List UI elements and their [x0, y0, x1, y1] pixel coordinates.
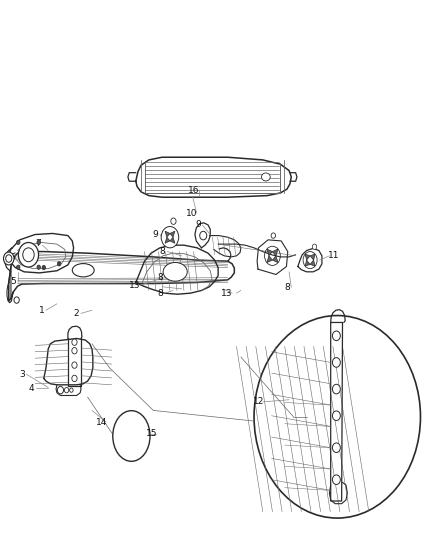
Circle shape — [18, 243, 39, 267]
Polygon shape — [267, 249, 272, 256]
Text: 11: 11 — [328, 252, 339, 260]
Polygon shape — [136, 245, 218, 294]
Polygon shape — [170, 237, 175, 243]
Circle shape — [37, 265, 40, 269]
Circle shape — [332, 384, 340, 394]
Text: 7: 7 — [35, 239, 41, 248]
Circle shape — [332, 443, 340, 453]
Polygon shape — [267, 256, 272, 263]
Text: 13: 13 — [221, 289, 233, 297]
Text: 6: 6 — [9, 254, 15, 262]
Polygon shape — [305, 260, 310, 266]
Circle shape — [4, 252, 14, 265]
Circle shape — [42, 265, 46, 270]
Polygon shape — [165, 237, 170, 243]
Circle shape — [14, 297, 19, 303]
Circle shape — [6, 255, 12, 262]
Polygon shape — [44, 338, 93, 385]
Text: 3: 3 — [19, 370, 25, 378]
Circle shape — [17, 265, 20, 269]
Circle shape — [254, 316, 420, 518]
Circle shape — [332, 358, 340, 367]
Circle shape — [332, 475, 340, 484]
Ellipse shape — [72, 263, 94, 277]
Circle shape — [171, 218, 176, 224]
Circle shape — [17, 240, 20, 245]
Text: 9: 9 — [195, 221, 201, 229]
Text: 2: 2 — [74, 309, 79, 318]
Text: 10: 10 — [186, 209, 197, 217]
Ellipse shape — [113, 410, 150, 461]
Polygon shape — [195, 223, 210, 248]
Text: 14: 14 — [96, 418, 107, 426]
Polygon shape — [9, 233, 74, 273]
Circle shape — [72, 348, 77, 354]
Circle shape — [70, 388, 73, 392]
Ellipse shape — [163, 263, 187, 281]
Text: 1: 1 — [39, 306, 45, 314]
Circle shape — [57, 386, 64, 394]
Circle shape — [200, 231, 207, 240]
Circle shape — [57, 262, 61, 266]
Circle shape — [72, 339, 77, 345]
Text: 13: 13 — [129, 281, 141, 289]
Circle shape — [72, 375, 77, 382]
Polygon shape — [305, 254, 310, 260]
Text: 8: 8 — [284, 283, 290, 292]
Polygon shape — [272, 256, 278, 263]
Circle shape — [37, 240, 40, 245]
Circle shape — [72, 362, 77, 368]
Polygon shape — [310, 260, 315, 266]
Polygon shape — [310, 254, 315, 260]
Circle shape — [332, 411, 340, 421]
Polygon shape — [165, 231, 170, 237]
Polygon shape — [331, 310, 345, 322]
Text: 5: 5 — [10, 277, 16, 286]
Polygon shape — [272, 249, 278, 256]
Text: 16: 16 — [188, 186, 200, 195]
Polygon shape — [257, 240, 288, 274]
Ellipse shape — [261, 173, 270, 181]
Polygon shape — [331, 322, 343, 501]
Text: 12: 12 — [253, 398, 264, 406]
Circle shape — [271, 233, 276, 238]
Text: 8: 8 — [157, 289, 163, 297]
Circle shape — [64, 387, 69, 393]
Circle shape — [23, 248, 34, 262]
Polygon shape — [170, 231, 175, 237]
Circle shape — [312, 244, 317, 249]
Text: 8: 8 — [159, 247, 165, 256]
Polygon shape — [329, 482, 347, 504]
Polygon shape — [298, 248, 322, 272]
Text: 8: 8 — [157, 273, 163, 281]
Circle shape — [332, 331, 340, 341]
Polygon shape — [136, 157, 291, 197]
Circle shape — [161, 227, 179, 248]
Text: 9: 9 — [152, 230, 158, 239]
Text: 15: 15 — [146, 430, 158, 438]
Text: 4: 4 — [29, 384, 34, 392]
